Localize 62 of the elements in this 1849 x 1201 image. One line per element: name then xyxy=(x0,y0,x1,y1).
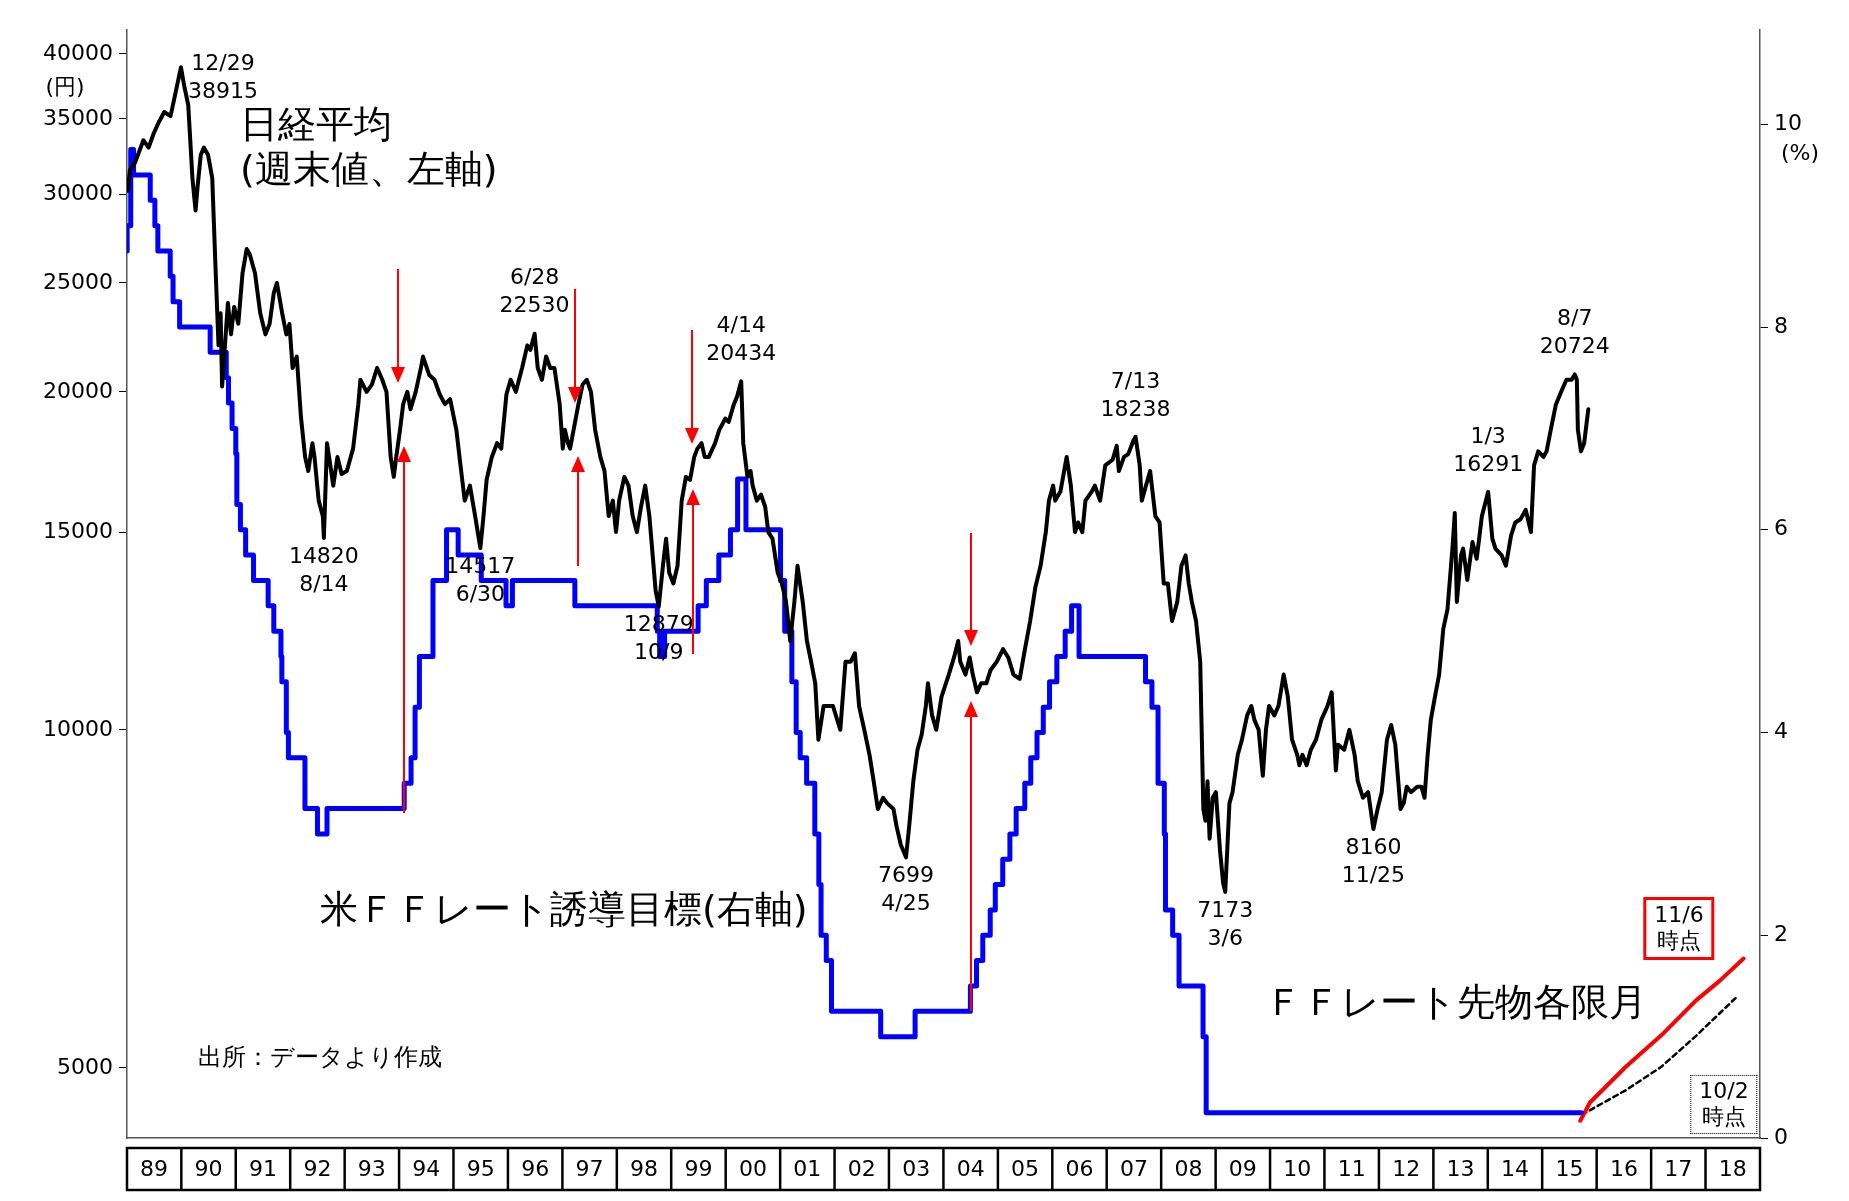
x-tick-label: 90 xyxy=(194,1155,223,1181)
x-tick-label: 95 xyxy=(466,1155,495,1181)
y-axis-title: (円) xyxy=(45,73,85,99)
x-tick-label: 15 xyxy=(1555,1155,1584,1181)
x-tick-label: 12 xyxy=(1392,1155,1421,1181)
annotation: 8160 11/25 xyxy=(1341,833,1406,887)
annotation: 7699 4/25 xyxy=(878,862,935,916)
x-tick-label: 07 xyxy=(1119,1155,1148,1181)
x-tick-label: 09 xyxy=(1228,1155,1257,1181)
series-label: 10/2 時点 xyxy=(1690,1075,1758,1134)
x-tick-label: 11 xyxy=(1337,1155,1366,1181)
x-tick-label: 03 xyxy=(902,1155,931,1181)
x-tick-label: 93 xyxy=(357,1155,386,1181)
x-tick-label: 92 xyxy=(303,1155,332,1181)
x-tick-label: 08 xyxy=(1174,1155,1203,1181)
x-tick-label: 98 xyxy=(630,1155,659,1181)
x-tick-label: 06 xyxy=(1065,1155,1094,1181)
series-label: 日経平均 (週末値、左軸) xyxy=(240,101,498,192)
series-label: 11/6 時点 xyxy=(1643,897,1715,960)
annotation: 12/29 38915 xyxy=(187,49,258,103)
x-tick-label: 18 xyxy=(1718,1155,1747,1181)
y2-tick-label: 6 xyxy=(1774,515,1788,541)
y-tick-label: 5000 xyxy=(57,1053,113,1079)
annotation: 7/13 18238 xyxy=(1100,367,1171,421)
annotation: 1/3 16291 xyxy=(1453,422,1524,476)
x-tick-label: 89 xyxy=(140,1155,169,1181)
annotation: 7173 3/6 xyxy=(1197,896,1254,950)
y2-tick-label: 4 xyxy=(1774,718,1788,744)
series-label: 米ＦＦレート誘導目標(右軸) xyxy=(320,886,808,931)
x-tick-label: 01 xyxy=(793,1155,822,1181)
x-tick-label: 05 xyxy=(1011,1155,1040,1181)
x-tick-label: 14 xyxy=(1500,1155,1529,1181)
annotation: 出所：データより作成 xyxy=(198,1043,442,1072)
y-tick-label: 25000 xyxy=(43,268,113,294)
y2-tick-label: 8 xyxy=(1774,312,1788,338)
x-tick-label: 97 xyxy=(575,1155,604,1181)
y-tick-label: 15000 xyxy=(43,517,113,543)
annotation: 14820 8/14 xyxy=(288,542,359,596)
x-tick-label: 17 xyxy=(1664,1155,1693,1181)
x-tick-label: 91 xyxy=(248,1155,277,1181)
annotation: 6/28 22530 xyxy=(499,264,570,318)
y-tick-label: 35000 xyxy=(43,104,113,130)
y2-tick-label: 2 xyxy=(1774,920,1788,946)
y-tick-label: 20000 xyxy=(43,377,113,403)
x-tick-label: 99 xyxy=(684,1155,713,1181)
x-tick-label: 02 xyxy=(847,1155,876,1181)
annotation: 4/14 20434 xyxy=(706,312,777,366)
y-tick-label: 10000 xyxy=(43,715,113,741)
y-tick-label: 30000 xyxy=(43,179,113,205)
y2-tick-label: 0 xyxy=(1774,1123,1788,1149)
x-tick-label: 13 xyxy=(1446,1155,1475,1181)
x-tick-label: 10 xyxy=(1283,1155,1312,1181)
y2-tick-label: 10 xyxy=(1774,110,1802,135)
x-tick-label: 16 xyxy=(1609,1155,1638,1181)
annotation: ＦＦレート先物各限月 xyxy=(1265,979,1647,1024)
y2-axis-title: (%) xyxy=(1780,140,1820,165)
x-tick-label: 04 xyxy=(956,1155,985,1181)
annotation: 8/7 20724 xyxy=(1539,305,1610,359)
x-tick-label: 96 xyxy=(521,1155,550,1181)
y-tick-label: 40000 xyxy=(43,39,113,65)
x-tick-label: 00 xyxy=(738,1155,767,1181)
x-tick-label: 94 xyxy=(412,1155,441,1181)
